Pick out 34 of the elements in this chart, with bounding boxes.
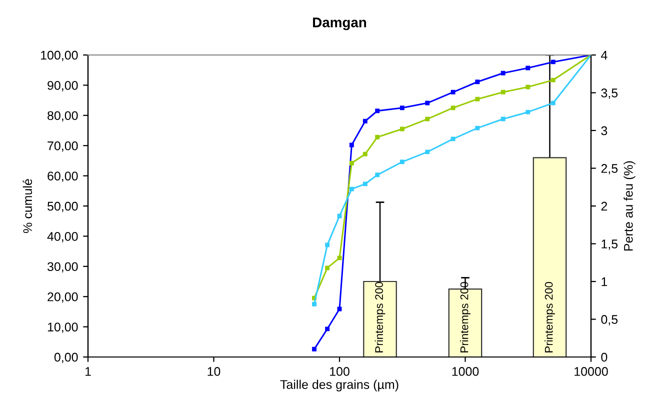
y2-tick-label: 3 [601,126,608,136]
x-tick-label: 10 [208,367,220,376]
x-axis-title: Taille des grains (µm) [280,380,398,392]
x-tick-label: 1 [85,367,91,376]
data-label: Printemps 200 [460,282,470,352]
y2-tick-label: 4 [601,50,608,60]
data-label: Printemps 200 [374,282,386,352]
y2-tick-label: 3,5 [601,88,618,99]
y2-tick-label: 1,5 [602,240,618,250]
y-tick-label: 30,00 [47,262,78,273]
y-axis-title: % cumulé [22,179,32,233]
y-tick-label: 0,00 [54,352,78,364]
bar [532,157,567,357]
y2-tick-label: 0 [601,352,608,362]
y2-tick-label: 2,5 [601,164,618,174]
y-tick-label: 40,00 [47,232,78,242]
y-tick-label: 10,00 [48,322,78,333]
y-tick-label: 100,00 [41,50,78,62]
y-tick-label: 20,00 [48,292,78,303]
y2-tick-label: 1 [602,277,608,286]
x-tick-label: 1000 [452,367,479,376]
y2-tick-label: 2 [601,202,608,211]
y2-axis-title: Perte au feu (%) [624,161,636,250]
y-tick-label: 80,00 [48,111,78,122]
y-tick-label: 90,00 [48,81,78,92]
y-tick-label: 50,00 [48,202,78,212]
data-label: Printemps 200 [544,282,555,352]
x-tick-label: 100 [330,367,350,376]
bar [363,280,397,357]
y-tick-label: 60,00 [48,172,78,182]
y2-tick-label: 0,5 [601,315,618,326]
y-tick-label: 70,00 [48,141,78,152]
x-tick-label: 10000 [574,367,608,376]
chart-title: Damgan [313,18,366,30]
